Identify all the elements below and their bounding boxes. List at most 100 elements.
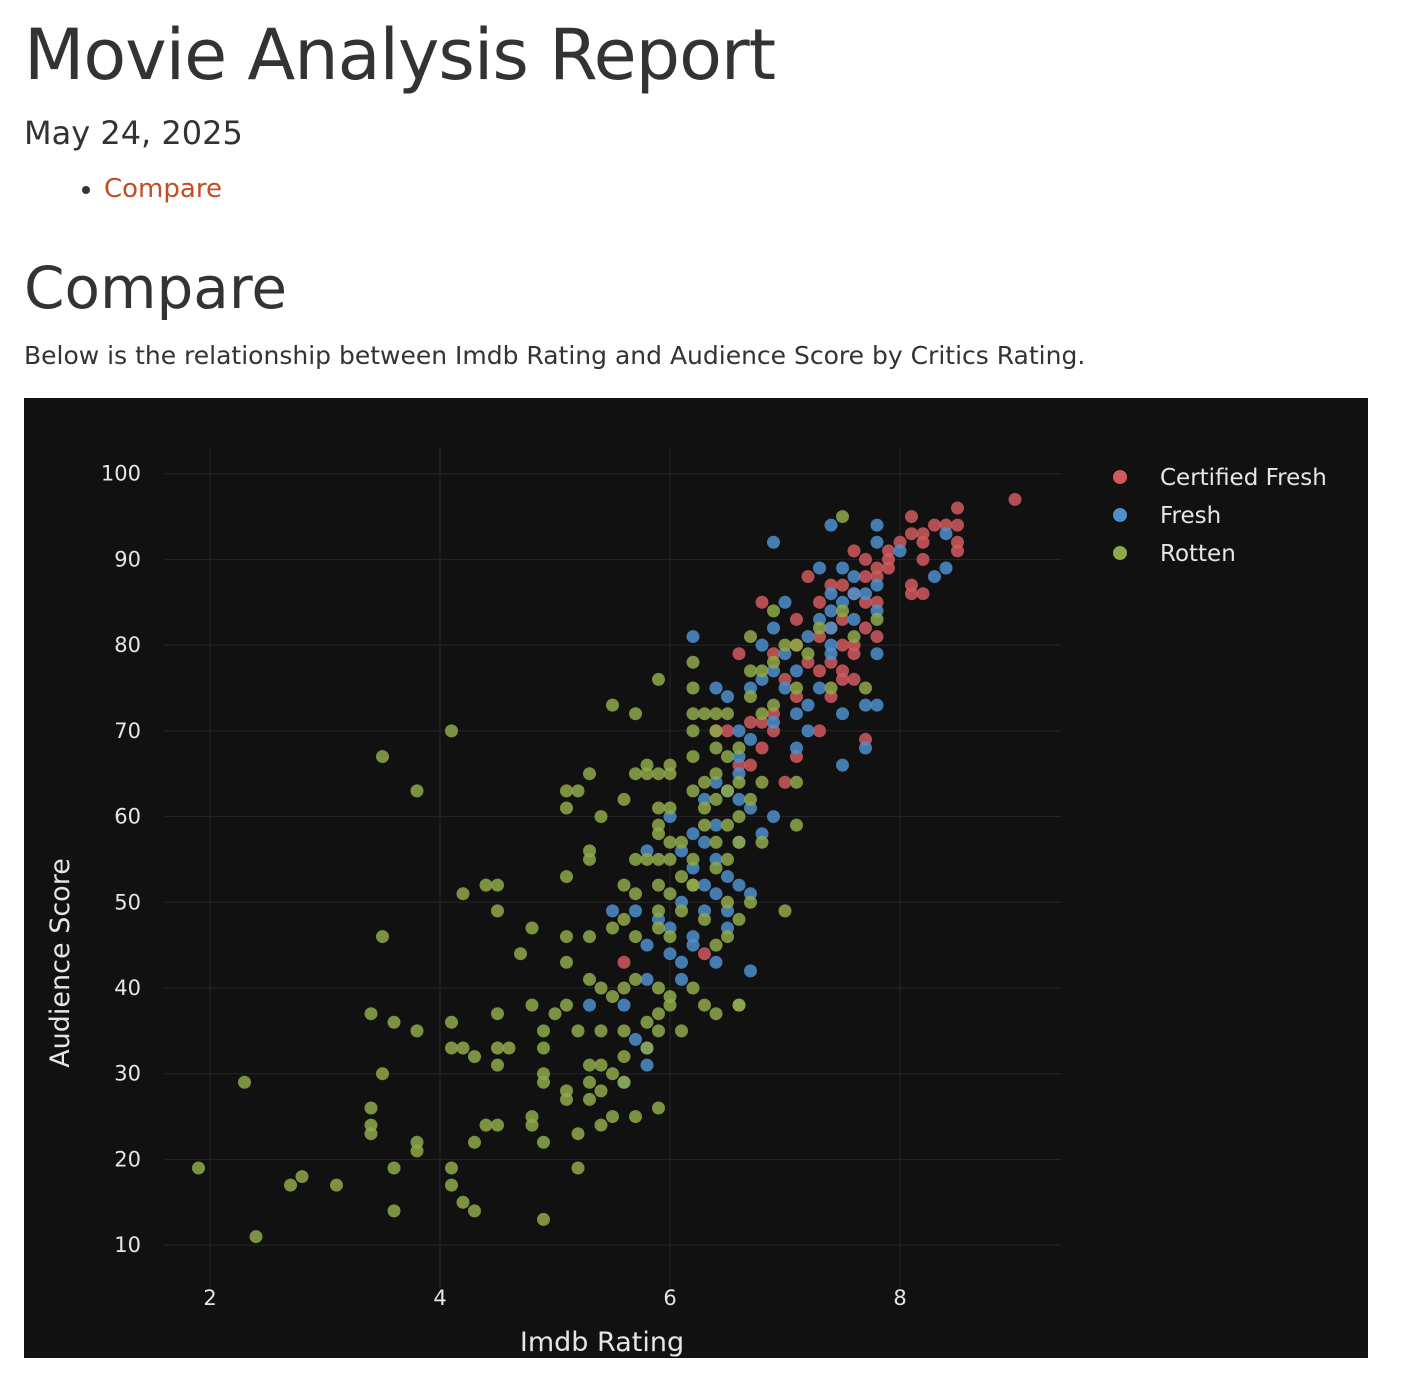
data-point[interactable] xyxy=(709,792,723,806)
data-point[interactable] xyxy=(491,1118,504,1132)
data-point[interactable] xyxy=(767,535,780,549)
data-point[interactable] xyxy=(330,1178,343,1192)
data-point[interactable] xyxy=(1008,492,1022,506)
data-point[interactable] xyxy=(663,947,677,961)
data-point[interactable] xyxy=(537,1067,550,1081)
data-point[interactable] xyxy=(686,707,700,721)
data-point[interactable] xyxy=(847,672,861,686)
data-point[interactable] xyxy=(560,930,573,944)
data-point[interactable] xyxy=(732,835,746,849)
data-point[interactable] xyxy=(939,561,953,575)
data-point[interactable] xyxy=(491,1007,504,1021)
data-point[interactable] xyxy=(364,1007,378,1021)
data-point[interactable] xyxy=(778,638,792,652)
data-point[interactable] xyxy=(721,784,734,798)
data-point[interactable] xyxy=(778,904,792,918)
data-point[interactable] xyxy=(767,655,780,669)
data-point[interactable] xyxy=(859,698,872,712)
data-point[interactable] xyxy=(836,707,849,721)
data-point[interactable] xyxy=(709,887,723,901)
data-point[interactable] xyxy=(537,1024,550,1038)
data-point[interactable] xyxy=(652,801,665,815)
data-point[interactable] xyxy=(686,750,700,764)
data-point[interactable] xyxy=(491,1058,504,1072)
data-point[interactable] xyxy=(525,998,539,1012)
legend-item[interactable]: Fresh xyxy=(1113,503,1221,529)
toc-link-compare[interactable]: Compare xyxy=(104,174,222,204)
data-point[interactable] xyxy=(732,741,746,755)
data-point[interactable] xyxy=(629,707,642,721)
data-point[interactable] xyxy=(686,981,700,995)
data-point[interactable] xyxy=(801,647,815,661)
data-point[interactable] xyxy=(744,630,757,644)
data-point[interactable] xyxy=(847,587,861,601)
data-point[interactable] xyxy=(916,552,930,566)
data-point[interactable] xyxy=(640,1041,654,1055)
data-point[interactable] xyxy=(675,870,688,884)
data-point[interactable] xyxy=(640,1015,654,1029)
data-point[interactable] xyxy=(836,510,849,524)
data-point[interactable] xyxy=(652,1024,665,1038)
data-point[interactable] xyxy=(870,647,884,661)
data-point[interactable] xyxy=(686,784,700,798)
data-point[interactable] xyxy=(709,707,723,721)
legend-item[interactable]: Certified Fresh xyxy=(1113,465,1327,491)
data-point[interactable] xyxy=(686,630,700,644)
data-point[interactable] xyxy=(790,775,803,789)
data-point[interactable] xyxy=(732,724,746,738)
data-point[interactable] xyxy=(491,1041,504,1055)
data-point[interactable] xyxy=(709,724,723,738)
data-point[interactable] xyxy=(583,767,596,781)
data-point[interactable] xyxy=(790,741,803,755)
data-point[interactable] xyxy=(387,1204,401,1218)
data-point[interactable] xyxy=(686,878,700,892)
data-point[interactable] xyxy=(859,570,872,584)
data-point[interactable] xyxy=(824,647,838,661)
data-point[interactable] xyxy=(709,818,723,832)
data-point[interactable] xyxy=(456,1195,470,1209)
data-point[interactable] xyxy=(755,638,769,652)
data-point[interactable] xyxy=(652,1007,665,1021)
data-point[interactable] xyxy=(594,810,608,824)
data-point[interactable] xyxy=(663,887,677,901)
data-point[interactable] xyxy=(583,1058,596,1072)
data-point[interactable] xyxy=(721,724,734,738)
data-point[interactable] xyxy=(905,527,918,541)
data-point[interactable] xyxy=(560,784,573,798)
data-point[interactable] xyxy=(652,852,665,866)
data-point[interactable] xyxy=(721,930,734,944)
data-point[interactable] xyxy=(732,912,746,926)
data-point[interactable] xyxy=(629,1110,642,1124)
data-point[interactable] xyxy=(537,1212,550,1226)
data-point[interactable] xyxy=(824,604,838,618)
data-point[interactable] xyxy=(824,681,838,695)
data-point[interactable] xyxy=(514,947,527,961)
data-point[interactable] xyxy=(698,775,711,789)
data-point[interactable] xyxy=(836,561,849,575)
data-point[interactable] xyxy=(767,715,780,729)
data-point[interactable] xyxy=(755,707,769,721)
data-point[interactable] xyxy=(617,878,631,892)
data-point[interactable] xyxy=(916,535,930,549)
data-point[interactable] xyxy=(640,1058,654,1072)
data-point[interactable] xyxy=(686,681,700,695)
data-point[interactable] xyxy=(882,561,895,575)
data-point[interactable] xyxy=(698,818,711,832)
data-point[interactable] xyxy=(916,587,930,601)
data-point[interactable] xyxy=(560,801,573,815)
data-point[interactable] xyxy=(445,724,458,738)
data-point[interactable] xyxy=(698,707,711,721)
data-point[interactable] xyxy=(801,724,815,738)
data-point[interactable] xyxy=(617,1075,631,1089)
data-point[interactable] xyxy=(284,1178,297,1192)
data-point[interactable] xyxy=(606,1110,619,1124)
data-point[interactable] xyxy=(813,724,826,738)
data-point[interactable] xyxy=(755,741,769,755)
data-point[interactable] xyxy=(238,1075,251,1089)
data-point[interactable] xyxy=(652,981,665,995)
data-point[interactable] xyxy=(767,698,780,712)
data-point[interactable] xyxy=(870,535,884,549)
data-point[interactable] xyxy=(663,852,677,866)
data-point[interactable] xyxy=(801,630,815,644)
chart-legend[interactable]: Certified Fresh Fresh Rotten xyxy=(1113,465,1327,567)
